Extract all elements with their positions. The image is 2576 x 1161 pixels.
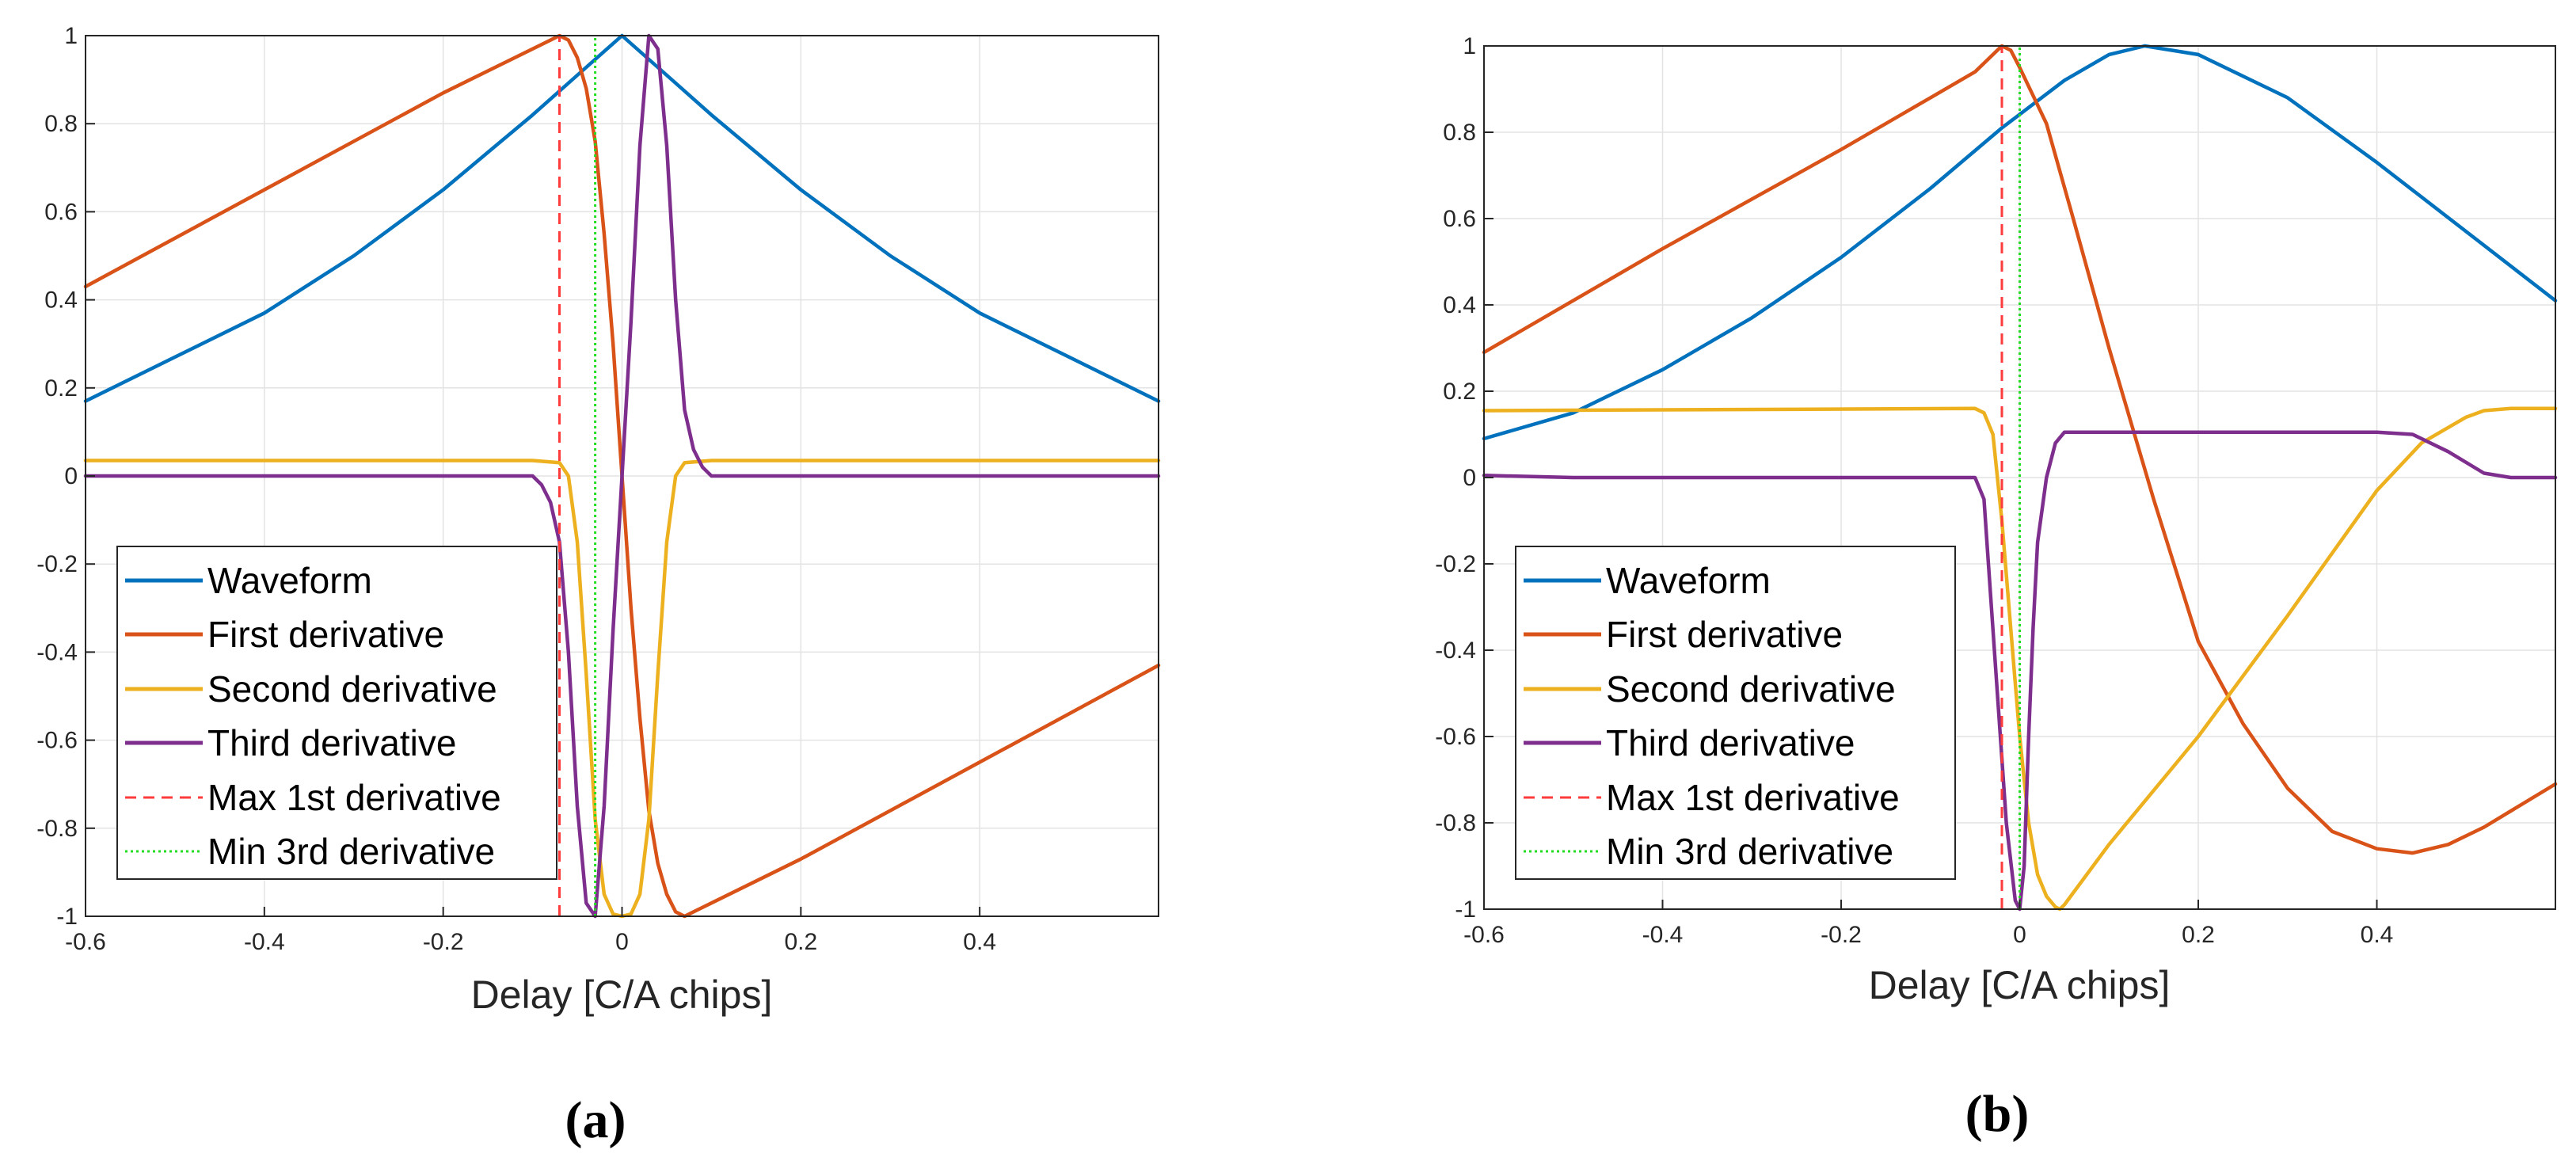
legend-a: Waveform First derivative Second derivat… — [116, 546, 557, 880]
x-axis-label-a: Delay [C/A chips] — [471, 973, 773, 1017]
x-tick-label: -0.2 — [423, 929, 464, 955]
legend-label-third-derivative-b: Third derivative — [1606, 722, 1855, 763]
y-tick-label: -0.4 — [36, 639, 78, 665]
series-line-third-derivative-a — [83, 33, 1161, 919]
series-line-waveform-b — [1482, 44, 2558, 441]
y-tick-label: 0.4 — [1443, 292, 1476, 318]
y-tick-label: 0 — [64, 463, 78, 489]
legend-label-min-3rd-derivative-b: Min 3rd derivative — [1606, 831, 1893, 872]
legend-b: Waveform First derivative Second derivat… — [1515, 546, 1956, 880]
y-tick-label: -0.6 — [36, 728, 78, 754]
x-tick-label: 0 — [2013, 922, 2026, 948]
panel-label-a: (a) — [565, 1091, 626, 1149]
y-tick-label: 0.2 — [1443, 379, 1476, 405]
y-tick-label: -0.6 — [1435, 724, 1476, 750]
x-tick-label: -0.4 — [244, 929, 285, 955]
y-tick-label: -1 — [56, 904, 78, 930]
series-line-third-derivative-b — [1482, 430, 2558, 912]
legend-box-a — [116, 546, 557, 880]
legend-label-min-3rd-derivative-a: Min 3rd derivative — [207, 831, 495, 872]
y-tick-label: -0.8 — [36, 816, 78, 842]
y-tick-label: 0.2 — [44, 375, 78, 402]
panel-label-b: (b) — [1965, 1085, 2030, 1143]
series-group-a — [83, 33, 1161, 919]
x-tick-label: 0.2 — [2182, 922, 2215, 948]
chart-a: -1-0.8-0.6-0.4-0.200.20.40.60.81 -0.6 -0.… — [36, 23, 1161, 1017]
legend-label-first-derivative-b: First derivative — [1606, 614, 1843, 655]
series-line-first-derivative-b — [1482, 44, 2558, 855]
legend-label-waveform-b: Waveform — [1606, 560, 1771, 601]
legend-label-third-derivative-a: Third derivative — [207, 722, 456, 763]
y-tick-label: 0 — [1463, 465, 1476, 491]
y-tick-label: -0.4 — [1435, 638, 1476, 664]
y-tick-label: 0.8 — [1443, 120, 1476, 146]
legend-label-max-1st-derivative-b: Max 1st derivative — [1606, 777, 1900, 818]
chart-b: -1-0.8-0.6-0.4-0.200.20.40.60.81 -0.6 -0.… — [1435, 33, 2558, 1007]
y-tick-label: 0.8 — [44, 111, 78, 137]
legend-box-b — [1515, 546, 1956, 880]
y-ticks-a: -1 -0.8 -0.6 -0.4 -0.2 0 0.2 0.4 0.6 0.8 1 — [36, 23, 95, 930]
series-group-b — [1482, 44, 2558, 912]
x-tick-label: -0.4 — [1642, 922, 1684, 948]
x-tick-label: -0.2 — [1821, 922, 1862, 948]
y-tick-label: -0.2 — [36, 551, 78, 577]
series-line-second-derivative-b — [1482, 406, 2558, 912]
x-tick-label: -0.6 — [65, 929, 106, 955]
legend-label-waveform-a: Waveform — [207, 560, 372, 601]
x-tick-label: 0.2 — [784, 929, 817, 955]
y-tick-label: 1 — [64, 23, 78, 49]
y-tick-label: -0.8 — [1435, 810, 1476, 836]
y-tick-label: 0.6 — [44, 199, 78, 225]
x-ticks-b: -0.6 -0.4 -0.2 0 0.2 0.4 — [1463, 900, 2393, 948]
x-tick-label: 0 — [615, 929, 629, 955]
y-ticks-b: -1 -0.8 -0.6 -0.4 -0.2 0 0.2 0.4 0.6 0.8 1 — [1435, 33, 1493, 923]
legend-label-second-derivative-a: Second derivative — [207, 668, 497, 710]
y-tick-label: 1 — [1463, 33, 1476, 59]
y-tick-label: -1 — [1455, 896, 1476, 923]
legend-label-max-1st-derivative-a: Max 1st derivative — [207, 777, 501, 818]
y-tick-label: -0.2 — [1435, 551, 1476, 577]
x-tick-label: -0.6 — [1463, 922, 1505, 948]
x-tick-label: 0.4 — [2361, 922, 2394, 948]
y-tick-label: 0.6 — [1443, 206, 1476, 232]
x-axis-label-b: Delay [C/A chips] — [1869, 963, 2171, 1007]
legend-label-first-derivative-a: First derivative — [207, 614, 444, 655]
y-tick-label: 0.4 — [44, 287, 78, 314]
legend-label-second-derivative-b: Second derivative — [1606, 668, 1896, 710]
x-ticks-a: -0.6 -0.4 -0.2 0 0.2 0.4 — [65, 907, 996, 955]
x-tick-label: 0.4 — [963, 929, 996, 955]
